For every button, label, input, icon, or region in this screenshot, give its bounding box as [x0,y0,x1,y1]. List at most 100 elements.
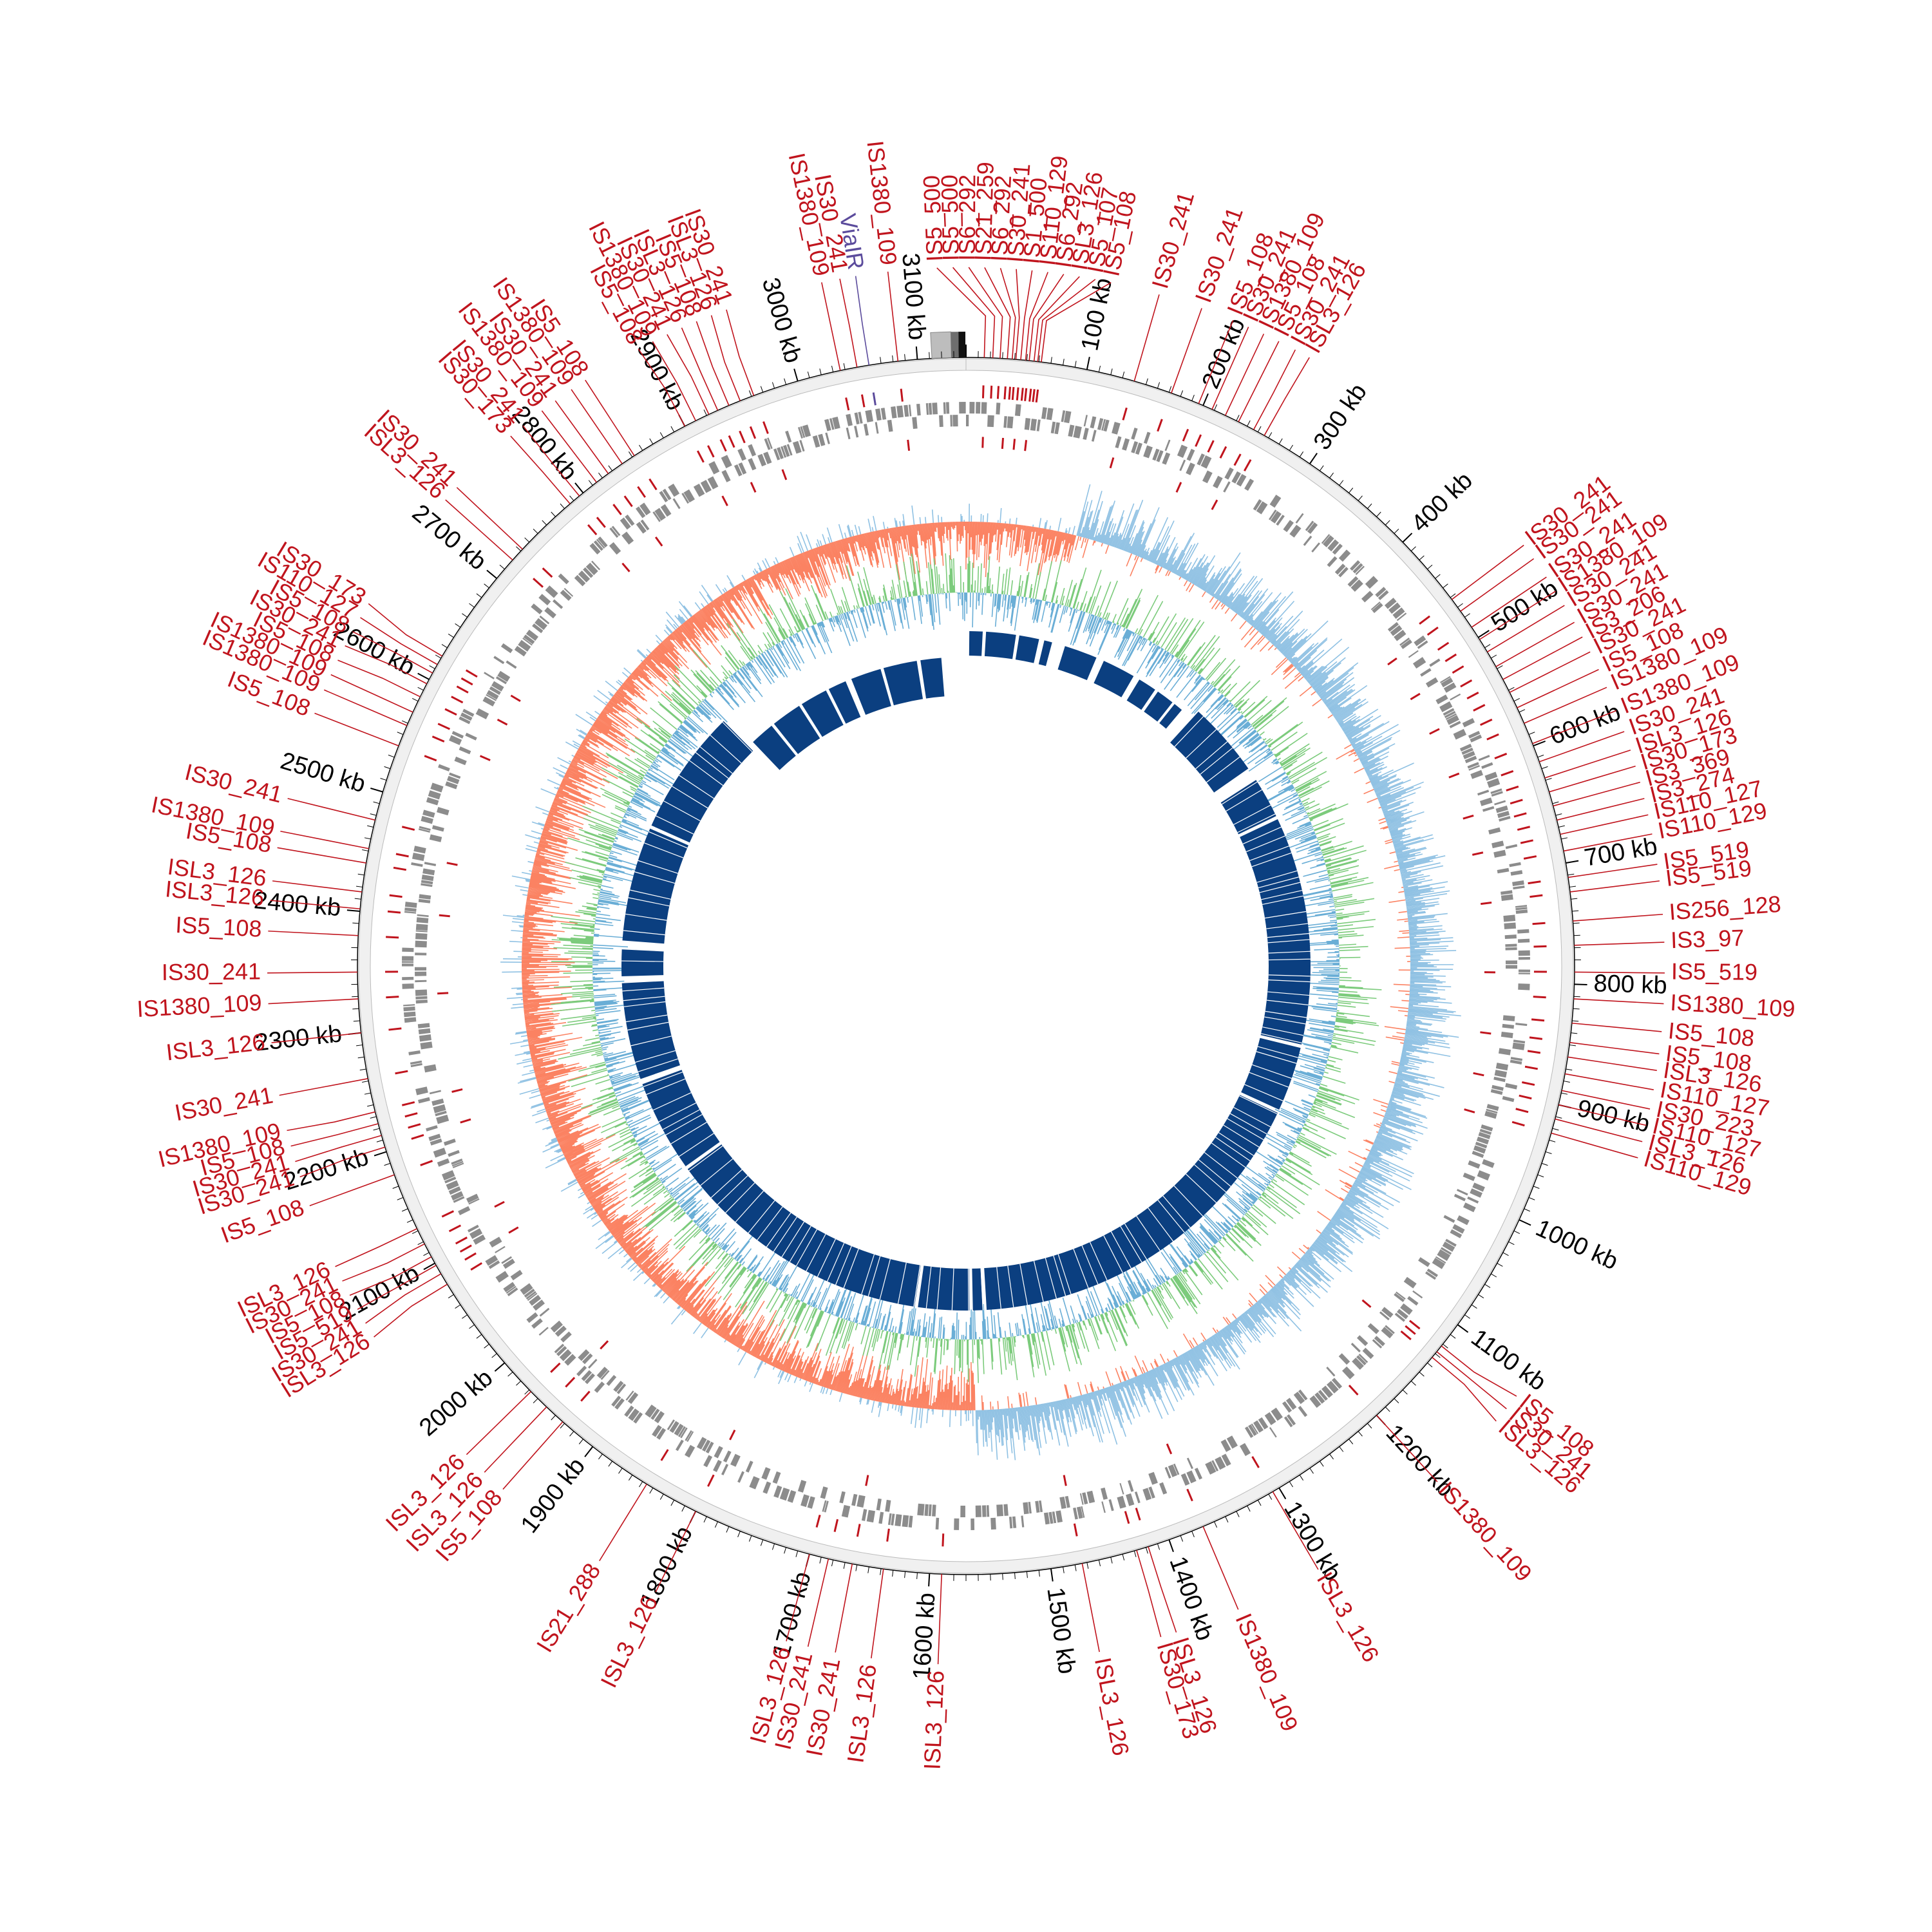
minor-tick [364,837,371,840]
is-element-marker-inner [460,1118,471,1124]
homology-segment-upper [883,661,923,706]
label-leader-line [1211,327,1249,410]
label-leader-line [696,321,730,406]
is-element-marker [1348,1385,1359,1396]
gc-skew-positive [521,521,1410,1411]
is-element-marker-inner [1024,440,1028,451]
minor-tick [1247,1505,1251,1512]
label-leader-line [1015,269,1020,360]
major-tick [1519,1219,1531,1226]
label-leader-line [887,271,899,362]
label-leader-line [272,880,363,893]
minor-tick [1464,613,1470,618]
is-element-marker [612,504,622,516]
is-element-label: IS1380_109 [1669,989,1795,1022]
minor-tick [1478,1294,1484,1299]
label-leader-line [309,1174,395,1206]
minor-tick [524,537,530,543]
minor-tick [1566,1068,1573,1071]
is-label-layer: IS5_500IS5_500IS6_292IS21_259IS6_292IS30… [136,139,1795,1770]
minor-tick [356,1045,363,1046]
is-element-marker [1016,387,1019,401]
minor-tick [795,1551,799,1557]
is-element-marker [1020,388,1024,401]
minor-tick [1268,1493,1273,1500]
minor-tick [639,1481,643,1488]
is-element-marker [420,1160,433,1166]
minor-tick [423,1252,430,1256]
label-leader-line [1198,320,1234,404]
minor-tick [354,898,361,900]
label-leader-line [268,998,359,1005]
minor-tick [484,1343,489,1349]
is-element-marker-inner [1473,1072,1484,1077]
minor-tick [1236,415,1240,421]
minor-tick [1180,390,1184,397]
label-leader-line [1460,558,1535,612]
homology-segment-main [621,981,680,1079]
minor-tick [1537,754,1544,758]
minor-tick [639,444,643,451]
minor-tick [484,583,489,589]
label-leader-line [1376,1415,1438,1482]
is-element-marker [465,669,478,678]
label-leader-line [726,309,755,396]
gc-skew-track-layer [500,484,1461,1461]
minor-tick [1552,801,1559,804]
is-element-marker [728,435,735,448]
minor-tick [1427,564,1433,570]
minor-tick [1419,1372,1425,1377]
is-element-marker [1466,691,1479,700]
minor-tick [1573,934,1580,936]
is-element-label: IS3_97 [1671,924,1745,953]
is-element-marker [1515,1108,1529,1113]
minor-tick [714,1521,718,1528]
minor-tick [1435,574,1441,579]
is-element-marker [1452,665,1464,674]
minor-tick [1168,386,1172,393]
kb-tick-label: 2700 kb [407,499,491,576]
minor-tick [1349,1439,1354,1444]
homology-segment-upper [851,668,891,715]
minor-tick [807,372,810,378]
is-element-marker [696,450,705,463]
is-element-marker [1486,733,1499,741]
label-leader-line [807,1558,829,1647]
is-element-marker-inner [600,1340,609,1350]
minor-tick [618,1468,623,1474]
is-element-marker [749,426,757,439]
minor-tick [1549,1139,1556,1142]
minor-tick [1319,465,1324,471]
label-leader-line [1539,731,1625,762]
label-leader-line [984,267,1011,359]
is-element-marker [1008,386,1012,400]
homology-segment-main [1240,819,1311,1045]
is-element-marker [1511,1121,1525,1127]
minor-tick [1561,1092,1568,1095]
is-element-marker-inner [1063,1475,1067,1486]
is-element-marker-inner [1448,772,1460,779]
label-leader-line [1487,605,1565,652]
gc-content-positive [551,553,1382,1383]
is-element-marker [565,1377,576,1388]
minor-tick [1309,1468,1314,1474]
is-element-marker [1522,1081,1535,1086]
is-element-marker [395,1070,408,1075]
minor-tick [507,1372,513,1377]
is-element-marker [389,894,402,898]
is-element-marker [395,853,409,858]
minor-tick [1110,368,1113,375]
is-element-marker [649,478,658,491]
is-element-marker [455,1236,468,1245]
label-leader-line [1509,651,1591,693]
is-element-marker [1233,453,1242,466]
label-leader-line [1432,1356,1497,1422]
is-element-marker [1437,641,1450,651]
is-element-marker-inner [494,1200,505,1208]
minor-tick [462,613,468,618]
minor-tick [1563,1081,1570,1083]
minor-tick [1098,1560,1101,1567]
minor-tick [1545,1151,1552,1154]
minor-tick [1191,395,1195,401]
minor-tick [608,1461,613,1467]
